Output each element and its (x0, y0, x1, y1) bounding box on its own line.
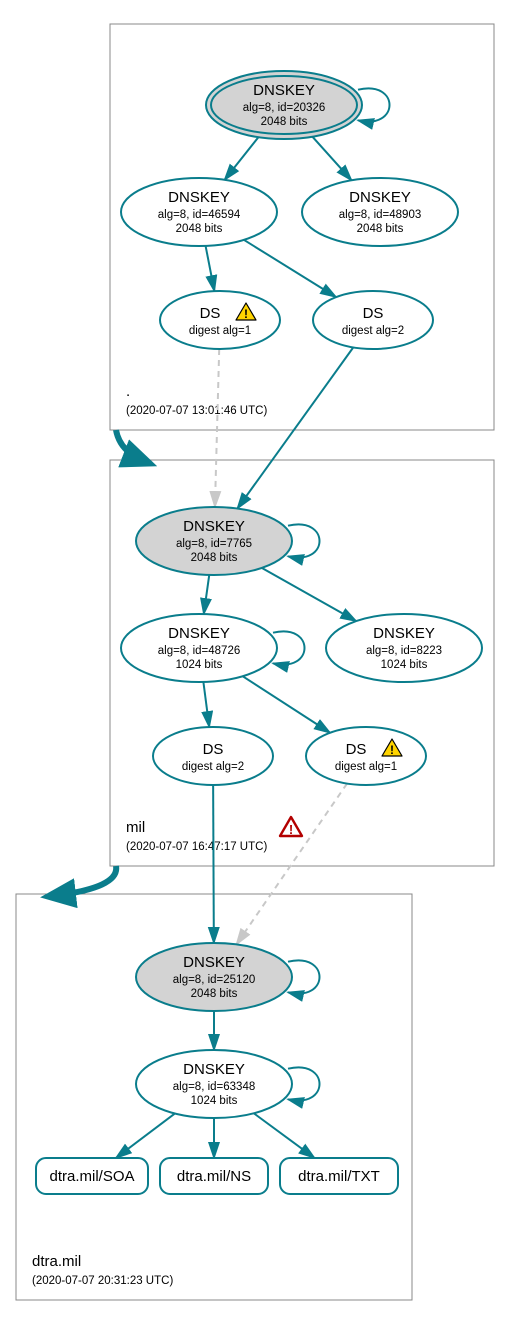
node-sub1: alg=8, id=48726 (158, 645, 241, 657)
edge-mil-zsk-mil-ds1 (243, 676, 330, 733)
error-icon: ! (280, 817, 302, 837)
zone-label-mil: mil (126, 819, 145, 836)
delegation-mil-dtra (52, 866, 116, 896)
node-mil-ds1: DS digest alg=1! (306, 727, 426, 785)
edge-mil-ds2-dtra-ksk (213, 785, 214, 943)
zone-label-dtra: dtra.mil (32, 1253, 81, 1270)
node-sub2: 1024 bits (191, 1095, 238, 1107)
node-root-zsk: DNSKEY alg=8, id=46594 2048 bits (121, 178, 277, 246)
edge-root-ds2-mil-ksk (237, 347, 353, 508)
node-mil-ksk: DNSKEY alg=8, id=7765 2048 bits (136, 507, 292, 575)
node-mil-ds2: DS digest alg=2 (153, 727, 273, 785)
node-root-ds2: DS digest alg=2 (313, 291, 433, 349)
edge-mil-ksk-mil-zsk2 (262, 568, 357, 621)
node-sub1: alg=8, id=7765 (176, 538, 252, 550)
edge-root-ksk-root-zsk2 (312, 137, 351, 181)
node-sub1: alg=8, id=48903 (339, 209, 422, 221)
node-title: DNSKEY (183, 518, 245, 535)
node-sub1: digest alg=1 (335, 761, 397, 773)
zone-time-root: (2020-07-07 13:01:46 UTC) (126, 405, 267, 417)
node-title: DS (363, 305, 384, 322)
node-title: DNSKEY (183, 1061, 245, 1078)
node-sub1: alg=8, id=63348 (173, 1081, 256, 1093)
edge-root-ksk-root-zsk (225, 137, 259, 180)
node-title: DNSKEY (183, 954, 245, 971)
zone-time-mil: (2020-07-07 16:47:17 UTC) (126, 841, 267, 853)
node-sub2: 1024 bits (381, 659, 428, 671)
rrset-rr-txt: dtra.mil/TXT (280, 1158, 398, 1194)
rrset-label: dtra.mil/NS (177, 1168, 251, 1185)
edge-mil-ds1-dtra-ksk (236, 784, 347, 945)
edge-root-ds1-mil-ksk (215, 349, 219, 507)
node-title: DS (203, 741, 224, 758)
node-sub1: alg=8, id=8223 (366, 645, 442, 657)
node-sub2: 1024 bits (176, 659, 223, 671)
rrset-label: dtra.mil/SOA (49, 1168, 134, 1185)
node-title: DNSKEY (253, 82, 315, 99)
node-dtra-zsk: DNSKEY alg=8, id=63348 1024 bits (136, 1050, 292, 1118)
node-sub2: 2048 bits (176, 223, 223, 235)
node-title: DNSKEY (373, 625, 435, 642)
svg-text:!: ! (244, 307, 248, 321)
node-root-ksk: DNSKEY alg=8, id=20326 2048 bits (206, 71, 362, 139)
node-title: DS (200, 305, 221, 322)
edge-dtra-zsk-rr-txt (254, 1113, 315, 1158)
node-mil-zsk2: DNSKEY alg=8, id=8223 1024 bits (326, 614, 482, 682)
zone-time-dtra: (2020-07-07 20:31:23 UTC) (32, 1275, 173, 1287)
node-title: DNSKEY (349, 189, 411, 206)
node-sub2: 2048 bits (191, 988, 238, 1000)
node-sub1: alg=8, id=20326 (243, 102, 326, 114)
node-sub2: 2048 bits (357, 223, 404, 235)
edge-root-zsk-root-ds1 (206, 246, 215, 291)
node-sub1: digest alg=2 (182, 761, 244, 773)
rrset-label: dtra.mil/TXT (298, 1168, 380, 1185)
node-sub2: 2048 bits (191, 552, 238, 564)
svg-text:!: ! (390, 743, 394, 757)
node-title: DNSKEY (168, 189, 230, 206)
node-dtra-ksk: DNSKEY alg=8, id=25120 2048 bits (136, 943, 292, 1011)
edge-dtra-zsk-rr-soa (116, 1113, 175, 1158)
dnssec-diagram: . (2020-07-07 13:01:46 UTC) mil (2020-07-07… (0, 0, 508, 1324)
node-root-ds1: DS digest alg=1! (160, 291, 280, 349)
edge-mil-ksk-mil-zsk (204, 575, 209, 614)
edge-root-zsk-root-ds2 (244, 240, 336, 297)
node-sub1: digest alg=1 (189, 325, 251, 337)
node-mil-zsk: DNSKEY alg=8, id=48726 1024 bits (121, 614, 277, 682)
svg-text:!: ! (289, 822, 293, 837)
node-sub2: 2048 bits (261, 116, 308, 128)
delegation-root-mil (116, 430, 146, 462)
rrset-rr-soa: dtra.mil/SOA (36, 1158, 148, 1194)
node-sub1: alg=8, id=25120 (173, 974, 256, 986)
node-root-zsk2: DNSKEY alg=8, id=48903 2048 bits (302, 178, 458, 246)
node-sub1: digest alg=2 (342, 325, 404, 337)
node-sub1: alg=8, id=46594 (158, 209, 241, 221)
edge-mil-zsk-mil-ds2 (203, 682, 209, 727)
rrset-rr-ns: dtra.mil/NS (160, 1158, 268, 1194)
zone-label-root: . (126, 383, 130, 400)
node-title: DS (346, 741, 367, 758)
node-title: DNSKEY (168, 625, 230, 642)
